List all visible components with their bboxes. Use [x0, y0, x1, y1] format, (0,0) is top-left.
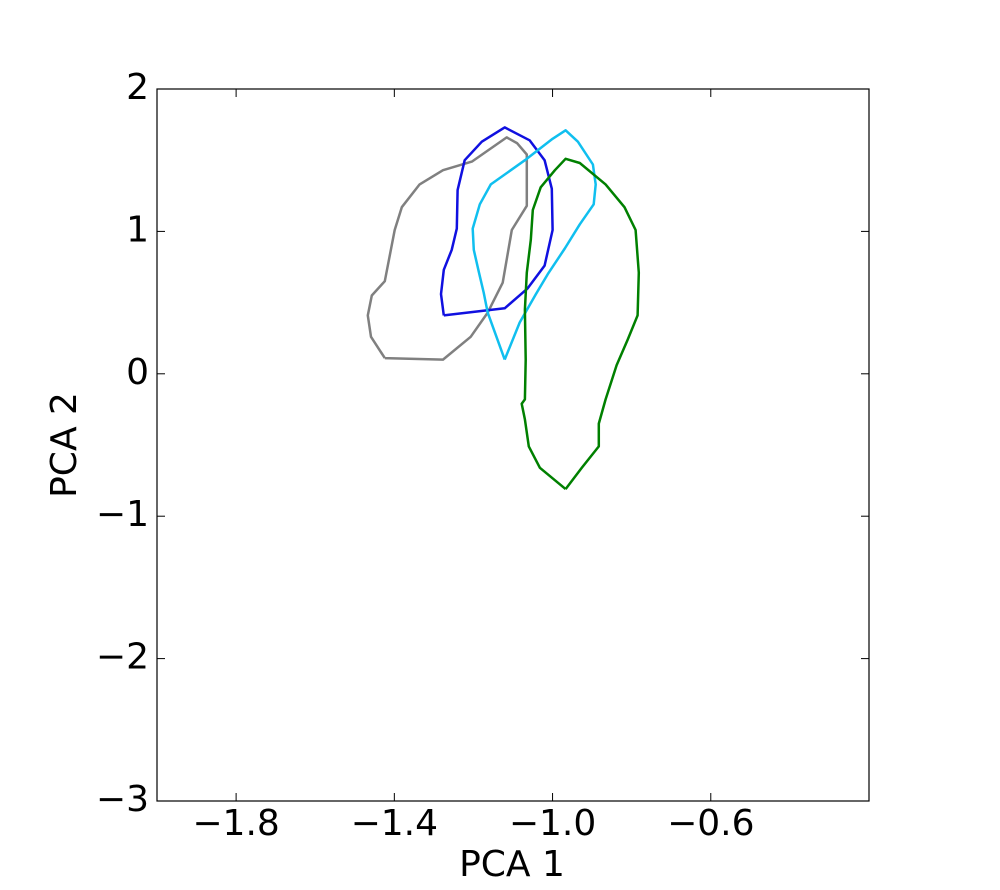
plot-frame — [156, 88, 870, 802]
y-tick-label: 1 — [126, 209, 149, 250]
x-tick-label: −1.8 — [192, 803, 279, 844]
y-tick-label: 0 — [126, 352, 149, 393]
x-tick-label: −1.0 — [509, 803, 596, 844]
x-tick-label: −1.4 — [351, 803, 438, 844]
y-tick-label: −3 — [96, 779, 149, 820]
y-tick-label: −2 — [96, 637, 149, 678]
x-axis-label: PCA 1 — [459, 844, 565, 885]
contour-line — [439, 126, 554, 317]
contour-line — [366, 136, 529, 361]
contour-line — [520, 157, 641, 491]
contour-line — [471, 129, 597, 361]
y-tick-label: −1 — [96, 494, 149, 535]
y-tick-label: 2 — [126, 67, 149, 108]
y-axis-label: PCA 2 — [44, 392, 85, 498]
x-tick-label: −0.6 — [667, 803, 754, 844]
